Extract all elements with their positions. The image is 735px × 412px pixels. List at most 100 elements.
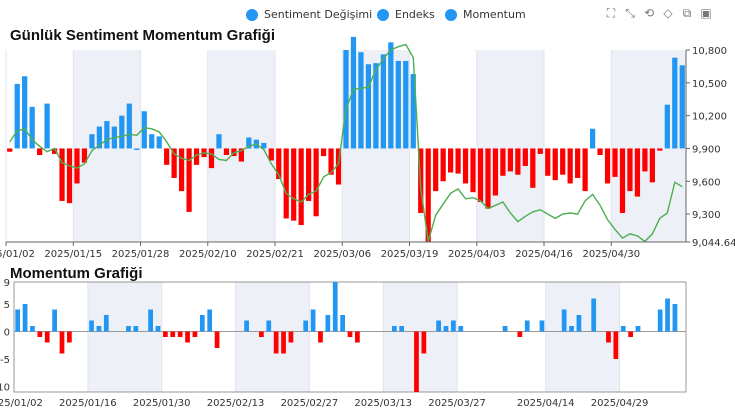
x-tick-label: 2025/04/29 [591, 398, 649, 409]
sentiment-bar [171, 148, 177, 178]
sentiment-bar [261, 142, 267, 149]
legend-sentiment-dot [246, 8, 258, 21]
bar-switch-icon[interactable]: ⧉ [682, 6, 692, 20]
momentum-bar [539, 320, 545, 332]
momentum-bar [524, 320, 530, 332]
momentum-bar [22, 304, 28, 332]
sentiment-bar [492, 148, 499, 196]
sentiment-bar [522, 148, 528, 166]
sentiment-bar [455, 148, 461, 174]
sentiment-bar [223, 148, 230, 156]
sentiment-bar [193, 148, 200, 165]
sentiment-bar [89, 134, 95, 149]
chart-title: Günlük Sentiment Momentum Grafiği [10, 27, 276, 44]
legend-item-momentum[interactable]: Momentum [445, 8, 526, 21]
sentiment-bar [679, 65, 685, 149]
momentum-bar [259, 331, 264, 337]
sentiment-bar [388, 42, 394, 149]
momentum-bar [436, 320, 441, 332]
sentiment-bar [44, 103, 50, 149]
momentum-bar [155, 326, 161, 332]
y-tick-label: 10,500 [692, 79, 727, 90]
data-view-icon[interactable]: ◇ [663, 6, 673, 20]
momentum-bar [421, 331, 427, 354]
y-tick-label: 9,300 [692, 210, 721, 221]
x-tick-label: 2025/04/14 [517, 398, 575, 409]
momentum-bar [665, 298, 670, 332]
sentiment-bar [358, 52, 364, 149]
save-image-icon[interactable]: ▣ [700, 6, 712, 20]
sentiment-bar [119, 115, 125, 149]
sentiment-bar [141, 111, 147, 149]
momentum-chart-title: Momentum Grafiği [10, 265, 143, 282]
x-tick-label: 2025/01/30 [133, 398, 191, 409]
x-tick-label: 2025/04/16 [515, 249, 573, 260]
sentiment-bar [515, 148, 521, 175]
legend-item-endeks[interactable]: Endeks [377, 8, 435, 21]
momentum-bar [15, 309, 21, 332]
momentum-bar [185, 331, 190, 343]
momentum-bar [628, 331, 633, 337]
x-tick-label: 2025/02/13 [207, 398, 265, 409]
sentiment-bar [433, 148, 439, 192]
sentiment-bar [672, 57, 678, 149]
x-tick-label: 2025/02/21 [246, 249, 304, 260]
restore-icon[interactable]: ⟲ [643, 6, 655, 20]
momentum-bar [177, 331, 183, 337]
sentiment-bar [96, 126, 103, 149]
sentiment-bar [440, 148, 446, 182]
background-band [235, 282, 310, 392]
momentum-bar [591, 298, 597, 332]
sentiment-bar [81, 148, 88, 163]
sentiment-bar [246, 137, 252, 149]
momentum-bar [273, 331, 279, 354]
x-tick-label: 2025/03/27 [428, 398, 486, 409]
legend-momentum-dot [445, 8, 457, 21]
sentiment-bar [335, 148, 342, 185]
sentiment-bar [477, 148, 484, 203]
momentum-bar [325, 315, 331, 332]
momentum-bar [281, 331, 286, 354]
momentum-bar [606, 331, 611, 343]
momentum-bar [126, 326, 131, 332]
sentiment-bar [485, 148, 491, 209]
momentum-bar [163, 331, 168, 337]
sentiment-bar [657, 148, 663, 151]
zoom-icon[interactable]: ⛶ [606, 6, 616, 20]
sentiment-chart: 10,800 10,500 10,200 9,900 9,600 9,300 9,044.6… [0, 36, 735, 260]
momentum-bar [347, 331, 353, 337]
sentiment-bar [59, 148, 65, 201]
sentiment-bar [7, 148, 13, 152]
momentum-bar [288, 331, 294, 343]
sentiment-bar [350, 36, 357, 149]
legend-item-sentiment[interactable]: Sentiment Değişimi [246, 8, 372, 21]
sentiment-bar [425, 148, 431, 243]
momentum-bar [170, 331, 176, 337]
momentum-bar [451, 320, 456, 332]
background-band [476, 50, 545, 242]
sentiment-bar [320, 148, 327, 157]
momentum-bar [89, 320, 94, 332]
sentiment-bar [149, 134, 155, 149]
sentiment-bar [186, 148, 192, 212]
x-tick-label: 2025/01/15 [44, 249, 102, 260]
sentiment-bar [642, 148, 648, 172]
momentum-bar [52, 309, 57, 332]
background-band [383, 282, 458, 392]
momentum-bar [332, 282, 338, 332]
momentum-bar [103, 315, 109, 332]
x-tick-label: 2025/01/02 [0, 249, 35, 260]
sentiment-bar [134, 148, 140, 150]
y-tick-label: 9,600 [692, 177, 721, 188]
legend-sentiment-label: Sentiment Değişimi [264, 8, 373, 21]
zoom-reset-icon[interactable]: ⤡ [625, 6, 635, 20]
background-band [87, 282, 162, 392]
sentiment-bar [22, 76, 28, 149]
y-tick-label: -5 [0, 355, 10, 366]
momentum-bar [59, 331, 65, 354]
momentum-bar [569, 326, 574, 332]
sentiment-bar [276, 148, 282, 180]
momentum-bar [391, 326, 397, 332]
momentum-bar [207, 309, 213, 332]
